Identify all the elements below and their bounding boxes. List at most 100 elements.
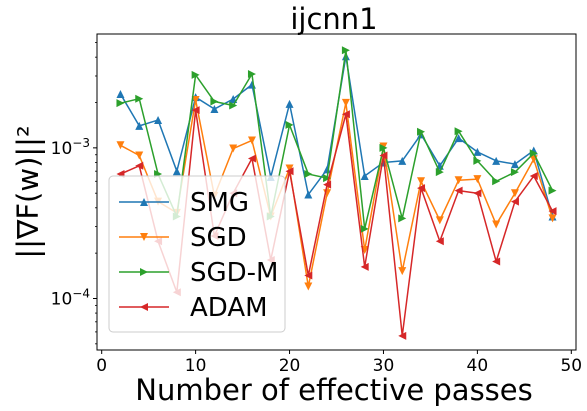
series-line (120, 49, 554, 230)
legend-entry-adam: ADAM (119, 293, 268, 323)
data-point (229, 101, 238, 110)
data-point (154, 116, 163, 125)
legend-marker (140, 233, 148, 241)
plot-frame (96, 33, 577, 351)
legend-label: SMG (190, 188, 249, 218)
data-point (360, 262, 369, 271)
data-point (417, 177, 426, 186)
data-point (492, 156, 501, 165)
y-tick-label: 10−4 (51, 286, 90, 309)
x-tick-label: 40 (467, 356, 489, 376)
data-point (360, 172, 369, 181)
data-point (473, 156, 482, 165)
x-tick-label: 0 (96, 356, 107, 376)
data-point (285, 164, 294, 173)
data-point (191, 70, 200, 79)
y-axis-label: ||∇F(w)||² (11, 125, 45, 258)
x-axis: 0 10 20 30 40 50 (96, 350, 582, 376)
data-point (473, 175, 482, 184)
data-point (304, 271, 313, 280)
data-point (304, 170, 313, 179)
data-point (135, 94, 144, 103)
data-point (454, 134, 463, 143)
legend-entry-sgd-m: SGD-M (119, 258, 279, 288)
data-point (510, 189, 519, 198)
data-point (229, 144, 238, 153)
data-point (454, 127, 463, 136)
data-point (379, 151, 388, 160)
y-axis: 10−4 10−3 (51, 42, 97, 345)
data-point (172, 167, 181, 176)
series-line (120, 109, 554, 337)
data-point (191, 95, 200, 104)
data-point (417, 127, 426, 136)
data-point (548, 186, 557, 195)
data-point (454, 186, 463, 195)
x-axis-label: Number of effective passes (135, 373, 533, 407)
data-point (454, 176, 463, 185)
data-point (341, 110, 350, 119)
series-sgd-m (116, 46, 557, 233)
data-point (398, 214, 407, 223)
data-point (285, 99, 294, 108)
data-point (548, 207, 557, 216)
x-tick-label: 20 (279, 356, 301, 376)
data-point (529, 172, 538, 181)
data-point (116, 141, 125, 150)
data-point (510, 197, 519, 206)
y-tick-label: 10−3 (51, 136, 90, 159)
legend-label: SGD (190, 223, 247, 253)
data-point (529, 149, 538, 158)
data-point (435, 237, 444, 246)
legend-entry-smg: SMG (119, 188, 249, 218)
x-tick-label: 30 (373, 356, 395, 376)
legend-label: ADAM (190, 293, 268, 323)
data-point (247, 70, 256, 79)
legend-entry-sgd: SGD (119, 223, 247, 253)
x-tick-label: 10 (185, 356, 207, 376)
data-point (492, 220, 501, 229)
data-point (341, 46, 350, 55)
data-point (116, 99, 125, 108)
data-point (191, 106, 200, 115)
data-point (510, 160, 519, 169)
data-point (285, 120, 294, 129)
data-point (417, 184, 426, 193)
legend-box (108, 175, 286, 333)
data-point (210, 105, 219, 114)
data-point (135, 161, 144, 170)
data-point (360, 224, 369, 233)
data-point (473, 147, 482, 156)
data-point (435, 168, 444, 177)
data-point (492, 177, 501, 186)
data-point (398, 267, 407, 276)
data-point (548, 214, 557, 223)
legend: SMG SGD SGD-M ADAM (108, 175, 286, 333)
data-point (247, 136, 256, 145)
data-point (492, 257, 501, 266)
chart-title: ijcnn1 (290, 2, 377, 36)
data-point (473, 189, 482, 198)
data-point (435, 216, 444, 225)
data-point (285, 167, 294, 176)
data-point (304, 282, 313, 291)
data-point (398, 331, 407, 340)
data-point (341, 98, 350, 107)
data-point (210, 97, 219, 106)
data-point (323, 174, 332, 183)
data-point (323, 165, 332, 174)
data-point (510, 168, 519, 177)
data-point (379, 143, 388, 152)
data-point (398, 156, 407, 165)
data-point (116, 89, 125, 98)
data-point (135, 121, 144, 130)
legend-marker (140, 198, 148, 206)
legend-marker (140, 303, 148, 311)
data-point (304, 190, 313, 199)
data-point (323, 180, 332, 189)
legend-marker (140, 268, 148, 276)
x-tick-label: 50 (560, 356, 582, 376)
data-point (247, 154, 256, 163)
